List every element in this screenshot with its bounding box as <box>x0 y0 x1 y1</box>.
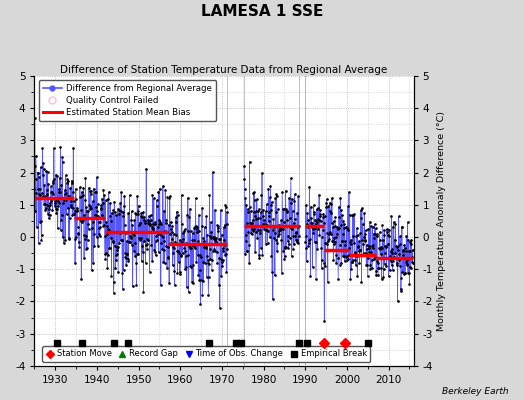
Title: Difference of Station Temperature Data from Regional Average: Difference of Station Temperature Data f… <box>60 65 388 75</box>
Text: Berkeley Earth: Berkeley Earth <box>442 387 508 396</box>
Legend: Station Move, Record Gap, Time of Obs. Change, Empirical Break: Station Move, Record Gap, Time of Obs. C… <box>42 346 370 362</box>
Text: LAMESA 1 SSE: LAMESA 1 SSE <box>201 4 323 19</box>
Y-axis label: Monthly Temperature Anomaly Difference (°C): Monthly Temperature Anomaly Difference (… <box>437 111 446 331</box>
